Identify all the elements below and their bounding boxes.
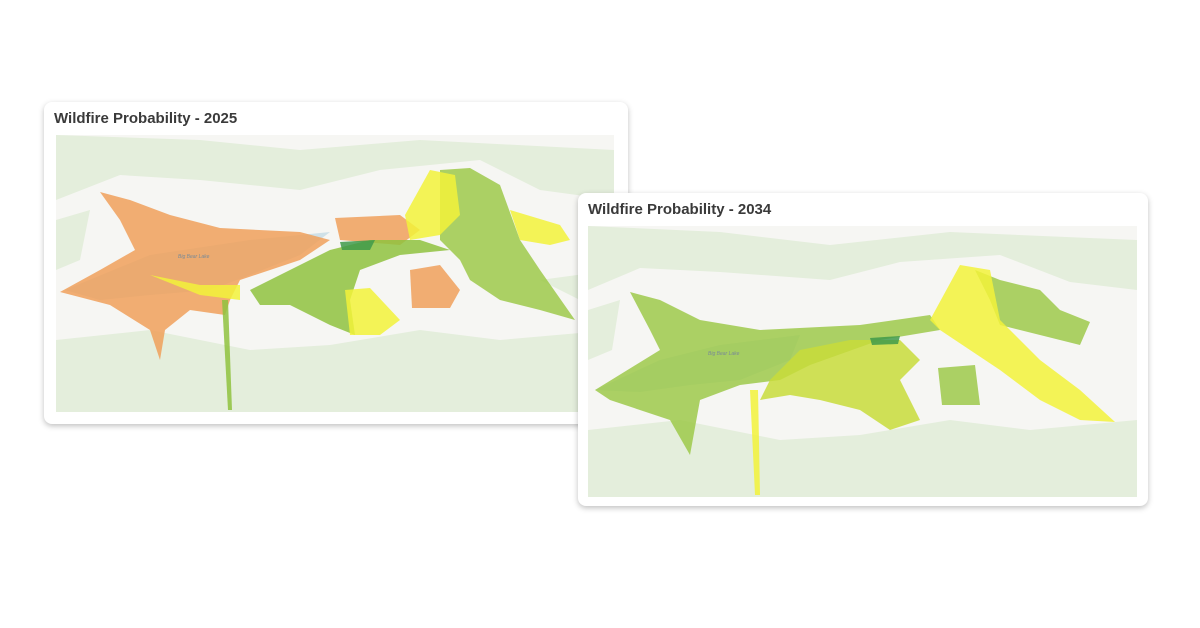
lake-label: Big Bear Lake	[178, 254, 210, 260]
card-title: Wildfire Probability - 2034	[588, 201, 772, 218]
lake-label: Big Bear Lake	[708, 351, 740, 357]
map-card: Wildfire Probability - 2025	[44, 102, 628, 424]
map-view: Big Bear Lake	[588, 226, 1137, 497]
terrain	[588, 226, 1137, 497]
map-svg: Big Bear Lake	[56, 135, 614, 412]
map-svg: Big Bear Lake	[588, 226, 1137, 497]
risk-zones	[595, 265, 1115, 495]
map-view: Big Bear Lake	[56, 135, 614, 412]
risk-zones	[60, 168, 575, 410]
map-card: Wildfire Probability - 2034	[578, 193, 1148, 506]
card-title: Wildfire Probability - 2025	[54, 110, 238, 127]
